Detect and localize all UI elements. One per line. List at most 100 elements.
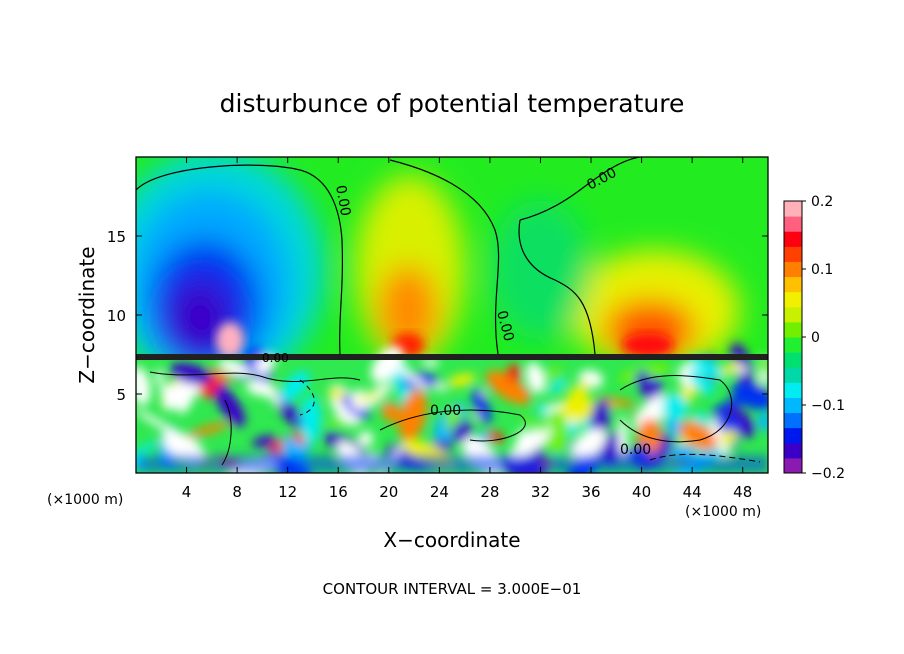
x-tick-label: 48 bbox=[733, 483, 752, 501]
neutral-region bbox=[490, 200, 590, 340]
colorbar-tick-label: 0.2 bbox=[811, 194, 833, 210]
colorbar-swatch bbox=[784, 397, 802, 414]
turbulence-patch bbox=[218, 358, 250, 377]
lower-turbulent-layer bbox=[136, 342, 768, 473]
turbulence-patch bbox=[516, 429, 537, 453]
turbulence-patch bbox=[679, 420, 718, 451]
turbulence-patch bbox=[136, 409, 181, 437]
warm-core-right bbox=[622, 333, 674, 357]
turbulence-patch bbox=[186, 422, 230, 438]
contour-label: 0.00 bbox=[620, 442, 651, 458]
turbulence-patch bbox=[251, 435, 277, 448]
bottom-cold-strip bbox=[136, 455, 768, 473]
x-axis: 4 8 12 16 20 24 28 32 36 40 44 48 bbox=[182, 157, 752, 501]
contour-zero-b bbox=[389, 159, 500, 355]
turbulence-patch bbox=[526, 362, 546, 394]
colorbar-swatch bbox=[784, 337, 802, 353]
colorbar-swatch bbox=[784, 291, 802, 308]
lower-contours bbox=[149, 371, 761, 466]
colorbar-swatch bbox=[784, 442, 802, 459]
turbulence-patch bbox=[255, 356, 272, 375]
turbulence-patch bbox=[329, 387, 345, 401]
contour-zero-a bbox=[136, 164, 343, 355]
turbulence-patch bbox=[270, 390, 309, 434]
turbulence-patch bbox=[546, 378, 568, 395]
turbulence-patch bbox=[662, 393, 688, 421]
x-unit-right: (×1000 m) bbox=[685, 504, 761, 520]
colorbar-swatch bbox=[784, 427, 802, 444]
x-tick-label: 44 bbox=[683, 483, 702, 501]
colorbar-swatch bbox=[784, 382, 802, 398]
turbulence-patch bbox=[506, 364, 521, 383]
turbulence-patch bbox=[689, 355, 728, 380]
colorbar-swatch bbox=[784, 352, 802, 368]
upper-layer bbox=[136, 157, 740, 390]
x-tick-label: 36 bbox=[581, 483, 600, 501]
turbulence-patch bbox=[136, 440, 159, 468]
colorbar-ticks: 0.2 0.1 0 −0.1 −0.2 bbox=[802, 194, 845, 482]
x-tick-label: 16 bbox=[329, 483, 348, 501]
y-axis-label: Z−coordinate bbox=[75, 246, 99, 383]
turbulence-patch bbox=[570, 428, 607, 461]
colorbar-tick-label: 0 bbox=[811, 330, 820, 346]
turbulence-patch bbox=[214, 386, 246, 427]
colorbar-swatch bbox=[784, 201, 802, 217]
y-axis: 5 10 15 bbox=[107, 228, 768, 404]
colorbar-swatch bbox=[784, 412, 802, 429]
turbulence-patch bbox=[688, 369, 715, 395]
colorbar-swatch bbox=[784, 261, 802, 278]
turbulence-patch bbox=[398, 389, 427, 442]
turbulence-patch bbox=[520, 416, 549, 433]
turbulence-patch bbox=[392, 360, 431, 392]
lower-contour-1 bbox=[149, 371, 361, 382]
boundary-band bbox=[136, 354, 768, 360]
turbulence-patch bbox=[560, 395, 593, 422]
lower-contour-4 bbox=[649, 453, 761, 463]
colorbar-swatch bbox=[784, 367, 802, 383]
turbulence-patch bbox=[169, 362, 213, 385]
turbulence-patch bbox=[159, 384, 179, 403]
y-tick-label: 10 bbox=[107, 307, 126, 325]
x-axis-label: X−coordinate bbox=[383, 528, 520, 552]
colorbar-tick-label: −0.1 bbox=[811, 398, 845, 414]
turbulence-patch bbox=[279, 370, 310, 403]
contour-label: 0.00 bbox=[262, 351, 289, 365]
x-tick-label: 8 bbox=[232, 483, 242, 501]
x-tick-label: 40 bbox=[632, 483, 651, 501]
turbulence-patch bbox=[716, 414, 742, 435]
x-tick-label: 24 bbox=[430, 483, 449, 501]
turbulence-patch bbox=[446, 373, 476, 387]
lower-contour-2 bbox=[379, 409, 526, 442]
turbulence-patch bbox=[208, 366, 235, 383]
x-tick-label: 28 bbox=[480, 483, 499, 501]
turbulence-patch bbox=[635, 370, 651, 391]
colorbar-swatch bbox=[784, 276, 802, 293]
cold-blob-core bbox=[168, 280, 232, 356]
colorbar-swatch bbox=[784, 306, 802, 323]
contour-label: 0.00 bbox=[332, 184, 353, 217]
lower-contour-3 bbox=[619, 375, 733, 443]
heatmap-field bbox=[136, 157, 768, 473]
chart-title: disturbunce of potential temperature bbox=[220, 89, 685, 118]
colorbar-swatch bbox=[784, 457, 802, 474]
colorbar-swatch bbox=[784, 246, 802, 262]
contour-lines bbox=[136, 157, 641, 355]
turbulence-patch bbox=[421, 358, 440, 367]
x-tick-label: 4 bbox=[182, 483, 192, 501]
turbulence-patch bbox=[451, 420, 473, 443]
turbulence-patch bbox=[731, 381, 768, 411]
x-unit-left: (×1000 m) bbox=[47, 492, 123, 508]
cold-core-pink bbox=[216, 322, 244, 358]
turbulence-patch bbox=[590, 399, 611, 438]
x-tick-label: 32 bbox=[531, 483, 550, 501]
colorbar-swatch bbox=[784, 216, 802, 232]
turbulence-patch bbox=[136, 366, 151, 406]
contour-label: 0.00 bbox=[493, 309, 517, 343]
turbulence-patch bbox=[357, 431, 374, 447]
colorbar bbox=[784, 201, 802, 474]
turbulence-patch bbox=[300, 395, 321, 444]
colorbar-tick-label: −0.2 bbox=[811, 466, 845, 482]
turbulence-patch bbox=[178, 399, 192, 415]
turbulence-patch bbox=[355, 391, 384, 402]
